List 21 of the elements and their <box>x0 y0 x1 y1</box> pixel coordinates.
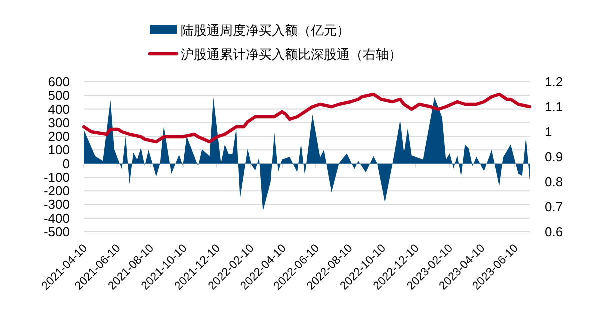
y2-tick-label: 0.8 <box>545 174 564 190</box>
legend-label: 沪股通累计净买入额比深股通（右轴） <box>181 47 402 62</box>
y-tick-label: 600 <box>48 74 70 90</box>
y2-tick-label: 0.9 <box>545 150 564 164</box>
y-tick-label: -400 <box>44 210 70 226</box>
y-tick-label: 100 <box>48 142 70 158</box>
legend-label: 陆股通周度净买入额（亿元） <box>181 23 350 38</box>
y-tick-label: 400 <box>48 102 70 117</box>
y-tick-label: 0 <box>62 156 70 172</box>
y-tick-label: -200 <box>44 184 70 199</box>
y2-tick-label: 1.2 <box>545 74 564 90</box>
y2-tick-label: 0.6 <box>545 224 564 240</box>
y2-tick-label: 1.1 <box>545 100 564 114</box>
y-tick-label: -300 <box>44 197 70 212</box>
y-tick-label: 200 <box>48 129 70 144</box>
y-tick-label: -500 <box>44 224 70 240</box>
y2-tick-label: 0.7 <box>545 200 564 214</box>
y-tick-label: 500 <box>48 88 70 104</box>
y-tick-label: 300 <box>48 115 70 130</box>
y-tick-label: -100 <box>44 170 70 185</box>
y2-tick-label: 1 <box>545 124 552 140</box>
